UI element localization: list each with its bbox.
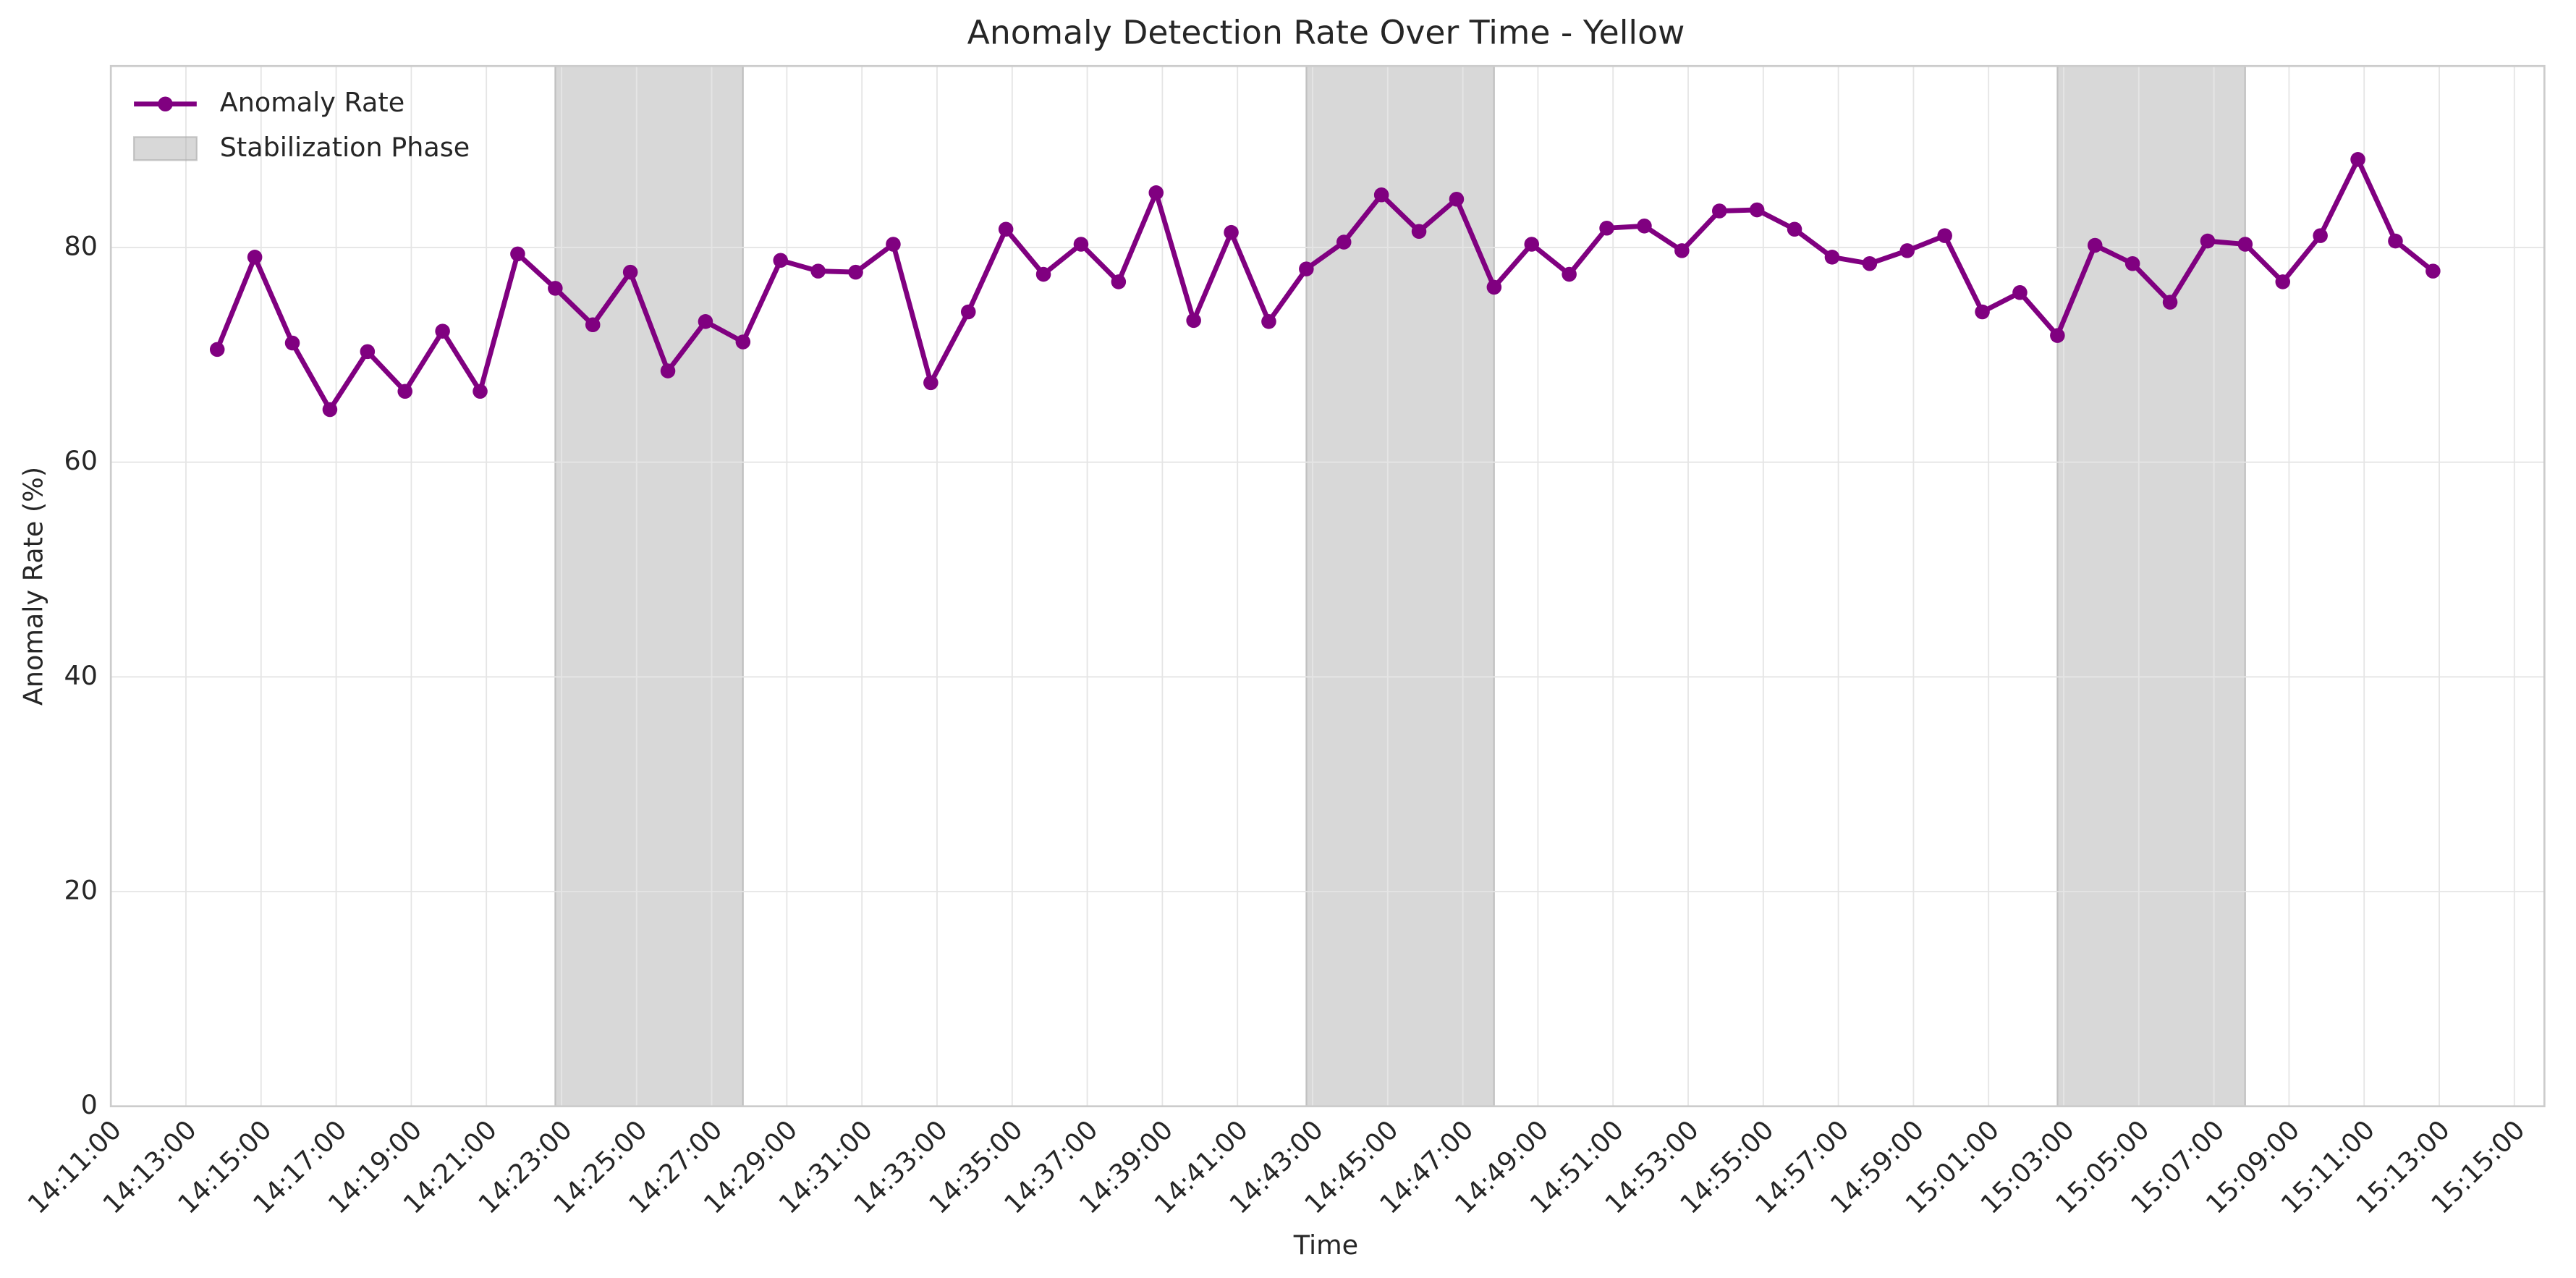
- data-point: [1975, 304, 1990, 320]
- data-point: [1787, 221, 1802, 237]
- data-point: [2200, 233, 2216, 249]
- y-tick-label: 80: [64, 230, 97, 261]
- data-point: [2050, 328, 2065, 343]
- data-point: [322, 402, 338, 418]
- data-point: [397, 384, 413, 399]
- data-point: [1373, 187, 1389, 203]
- data-point: [660, 363, 676, 378]
- data-point: [1562, 266, 1577, 282]
- data-point: [1186, 313, 1201, 329]
- data-point: [1035, 266, 1051, 282]
- data-point: [1937, 228, 1952, 243]
- data-point: [284, 335, 300, 351]
- data-point: [998, 221, 1014, 237]
- data-point: [2313, 228, 2328, 243]
- plot-frame: [109, 64, 2546, 1108]
- legend-marker: [158, 96, 173, 112]
- data-point: [2350, 152, 2365, 167]
- shaded-region: [2056, 65, 2247, 1107]
- data-point: [1524, 237, 1540, 252]
- data-point: [1411, 224, 1427, 239]
- data-point: [923, 375, 939, 391]
- data-point: [360, 344, 376, 360]
- data-point: [1261, 314, 1276, 329]
- y-tick-label: 20: [64, 875, 97, 906]
- data-point: [622, 264, 638, 280]
- data-point: [2425, 263, 2441, 279]
- data-point: [1299, 261, 1314, 276]
- data-point: [2124, 255, 2140, 271]
- data-point: [247, 250, 263, 265]
- data-point: [848, 264, 863, 280]
- y-axis-label: Anomaly Rate (%): [18, 467, 49, 706]
- data-point: [209, 342, 225, 357]
- data-point: [435, 323, 450, 339]
- data-point: [1449, 191, 1465, 207]
- data-point: [1486, 279, 1502, 295]
- data-point: [548, 281, 563, 296]
- data-point: [1148, 185, 1164, 200]
- data-point: [1637, 219, 1652, 234]
- data-point: [585, 317, 601, 333]
- data-point: [473, 384, 488, 399]
- data-line: [215, 156, 2435, 412]
- data-point: [2237, 237, 2253, 252]
- data-point: [1862, 255, 1878, 271]
- data-point: [773, 253, 789, 268]
- data-point: [2087, 237, 2103, 253]
- data-point: [1224, 224, 1239, 240]
- data-point: [2388, 233, 2403, 249]
- data-point: [698, 314, 713, 329]
- data-point: [2012, 285, 2028, 300]
- data-point: [1749, 202, 1765, 218]
- data-point: [2162, 295, 2178, 310]
- data-point: [1073, 237, 1089, 252]
- data-point: [886, 237, 901, 252]
- legend-label: Stabilization Phase: [220, 132, 470, 163]
- legend-label: Anomaly Rate: [220, 87, 404, 118]
- data-point: [810, 263, 826, 279]
- y-tick-label: 0: [81, 1089, 98, 1120]
- y-tick-label: 60: [64, 445, 97, 476]
- data-point: [1899, 243, 1915, 258]
- data-point: [1674, 243, 1690, 258]
- legend-swatch: [132, 136, 198, 161]
- data-point: [960, 304, 976, 320]
- chart-title: Anomaly Detection Rate Over Time - Yello…: [967, 13, 1685, 51]
- x-axis-label: Time: [1293, 1230, 1358, 1261]
- data-point: [2275, 274, 2291, 289]
- data-point: [1599, 220, 1614, 236]
- data-point: [735, 334, 751, 350]
- data-point: [1824, 250, 1840, 265]
- data-point: [510, 246, 525, 262]
- data-point: [1336, 234, 1352, 250]
- data-point: [1111, 274, 1127, 289]
- y-tick-label: 40: [64, 660, 97, 691]
- data-point: [1711, 203, 1727, 219]
- shaded-region: [554, 65, 744, 1107]
